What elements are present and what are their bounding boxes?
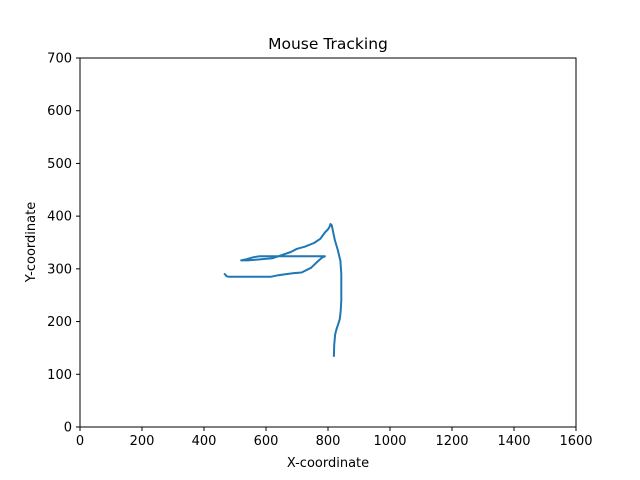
y-axis-ticks: 0 100 200 300 400 500 600 700 (47, 52, 80, 436)
x-tick-label: 1600 (559, 434, 592, 449)
x-tick-label: 0 (76, 434, 84, 449)
x-tick-label: 600 (254, 434, 279, 449)
x-axis-label: X-coordinate (287, 456, 369, 471)
chart-title: Mouse Tracking (268, 35, 388, 53)
x-tick-label: 1400 (497, 434, 530, 449)
y-tick-label: 700 (47, 52, 72, 67)
y-tick-label: 500 (47, 157, 72, 172)
x-tick-label: 1200 (435, 434, 468, 449)
x-tick-label: 200 (130, 434, 155, 449)
mouse-path-line (223, 223, 343, 357)
x-tick-label: 800 (316, 434, 341, 449)
y-tick-label: 100 (47, 368, 72, 383)
x-axis-ticks: 0 200 400 600 800 1000 1200 1400 1600 (76, 427, 593, 449)
y-axis-label: Y-coordinate (24, 202, 39, 283)
y-tick-label: 400 (47, 210, 72, 225)
y-tick-label: 300 (47, 262, 72, 277)
y-tick-label: 600 (47, 104, 72, 119)
x-tick-label: 400 (192, 434, 217, 449)
y-tick-label: 0 (64, 421, 72, 436)
x-tick-label: 1000 (373, 434, 406, 449)
y-tick-label: 200 (47, 315, 72, 330)
